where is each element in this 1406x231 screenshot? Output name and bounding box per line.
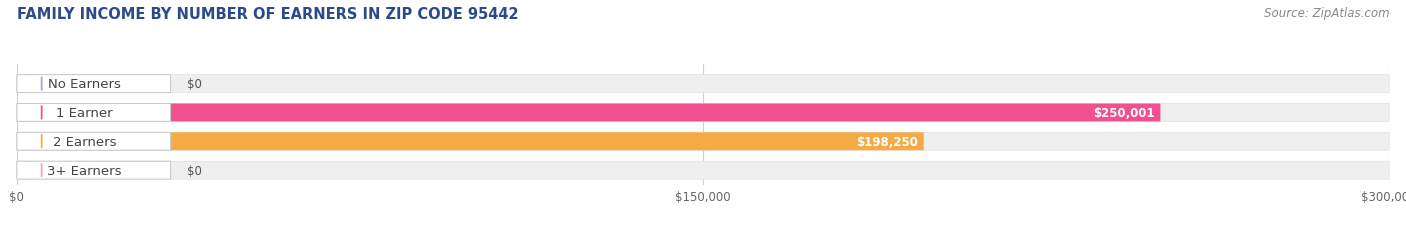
Text: Source: ZipAtlas.com: Source: ZipAtlas.com	[1264, 7, 1389, 20]
FancyBboxPatch shape	[17, 75, 170, 93]
FancyBboxPatch shape	[17, 161, 1389, 179]
FancyBboxPatch shape	[17, 75, 1389, 93]
Text: No Earners: No Earners	[48, 78, 121, 91]
Text: 3+ Earners: 3+ Earners	[48, 164, 122, 177]
Text: $198,250: $198,250	[856, 135, 918, 148]
FancyBboxPatch shape	[17, 133, 1389, 151]
FancyBboxPatch shape	[17, 133, 170, 151]
FancyBboxPatch shape	[17, 161, 170, 179]
Text: 2 Earners: 2 Earners	[53, 135, 117, 148]
Text: $0: $0	[187, 78, 202, 91]
FancyBboxPatch shape	[17, 104, 1389, 122]
Text: 1 Earner: 1 Earner	[56, 106, 112, 119]
Text: $0: $0	[187, 164, 202, 177]
Text: FAMILY INCOME BY NUMBER OF EARNERS IN ZIP CODE 95442: FAMILY INCOME BY NUMBER OF EARNERS IN ZI…	[17, 7, 519, 22]
FancyBboxPatch shape	[17, 104, 170, 122]
FancyBboxPatch shape	[17, 133, 924, 151]
FancyBboxPatch shape	[17, 75, 31, 93]
FancyBboxPatch shape	[17, 161, 31, 179]
FancyBboxPatch shape	[17, 104, 1160, 122]
Text: $250,001: $250,001	[1094, 106, 1154, 119]
